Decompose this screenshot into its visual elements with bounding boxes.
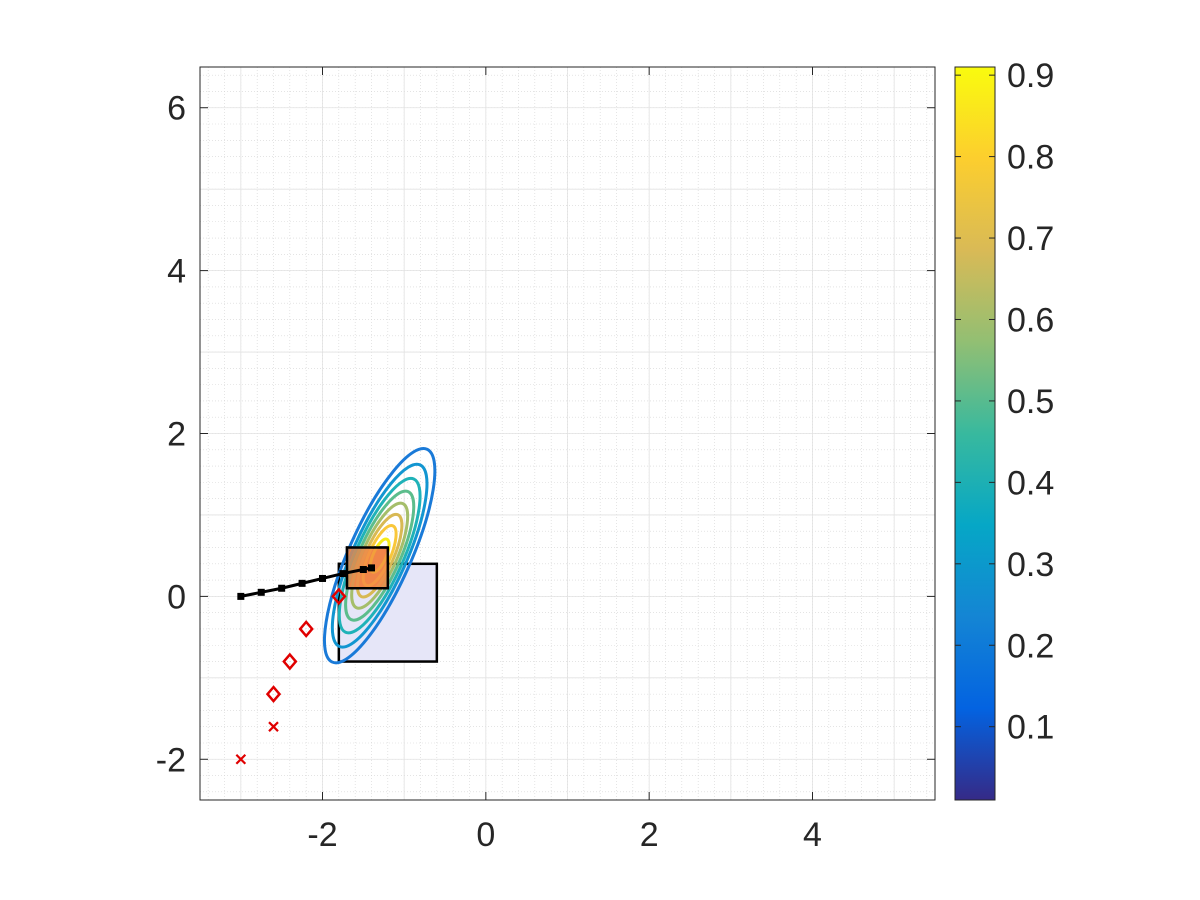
diamond-marker bbox=[282, 652, 298, 671]
contour-level-0.4 bbox=[337, 476, 422, 635]
colorbar: 0.1 0.2 0.3 0.4 0.5 0.6 0.7 0.8 0.9 bbox=[954, 57, 1054, 801]
trajectory-point bbox=[237, 592, 245, 600]
y-tick-label: 0 bbox=[167, 578, 186, 616]
x-tick-label: 4 bbox=[803, 816, 822, 854]
x-tick-label: 0 bbox=[476, 816, 495, 854]
contour-level-0.3 bbox=[330, 462, 429, 649]
trajectory-point bbox=[257, 588, 265, 596]
diamond-marker bbox=[331, 587, 347, 606]
x-marker bbox=[235, 754, 247, 765]
y-tick-label: 2 bbox=[167, 416, 186, 454]
colorbar-tick-label: 0.3 bbox=[1007, 546, 1054, 584]
colorbar-tick-label: 0.2 bbox=[1007, 627, 1054, 665]
colorbar-tick-label: 0.6 bbox=[1007, 301, 1054, 339]
trajectory-point bbox=[339, 570, 347, 578]
colorbar-tick-label: 0.4 bbox=[1007, 464, 1054, 502]
trajectory-point bbox=[298, 579, 306, 587]
y-tick-label: -2 bbox=[156, 741, 186, 779]
x-tick-label: 2 bbox=[640, 816, 659, 854]
colorbar-tick-label: 0.1 bbox=[1007, 709, 1054, 747]
diamond-marker bbox=[298, 620, 314, 638]
trajectory-point bbox=[368, 564, 375, 572]
y-tick-label: 6 bbox=[167, 90, 186, 128]
grid bbox=[200, 67, 935, 800]
series-dot-line bbox=[237, 564, 375, 600]
colorbar-tick-label: 0.5 bbox=[1007, 383, 1054, 421]
trajectory-point bbox=[319, 574, 326, 582]
plot-axes: -2 0 2 4 -2 0 2 4 6 bbox=[156, 66, 936, 854]
x-tick-label: -2 bbox=[307, 816, 337, 854]
axis-ticks: -2 0 2 4 -2 0 2 4 6 bbox=[156, 67, 935, 854]
colorbar-gradient bbox=[954, 66, 996, 801]
x-marker bbox=[268, 721, 279, 732]
plot-area bbox=[235, 447, 439, 765]
colorbar-tick-label: 0.9 bbox=[1007, 57, 1054, 95]
trajectory-point bbox=[278, 584, 286, 592]
trajectory-point bbox=[359, 566, 367, 574]
colorbar-tick-label: 0.7 bbox=[1007, 220, 1054, 258]
contour-level-0.2 bbox=[322, 447, 437, 665]
series-diamond bbox=[265, 587, 347, 704]
y-tick-label: 4 bbox=[167, 253, 186, 291]
diamond-marker bbox=[265, 685, 282, 704]
series-x bbox=[235, 721, 279, 765]
colorbar-tick-label: 0.8 bbox=[1007, 139, 1054, 177]
